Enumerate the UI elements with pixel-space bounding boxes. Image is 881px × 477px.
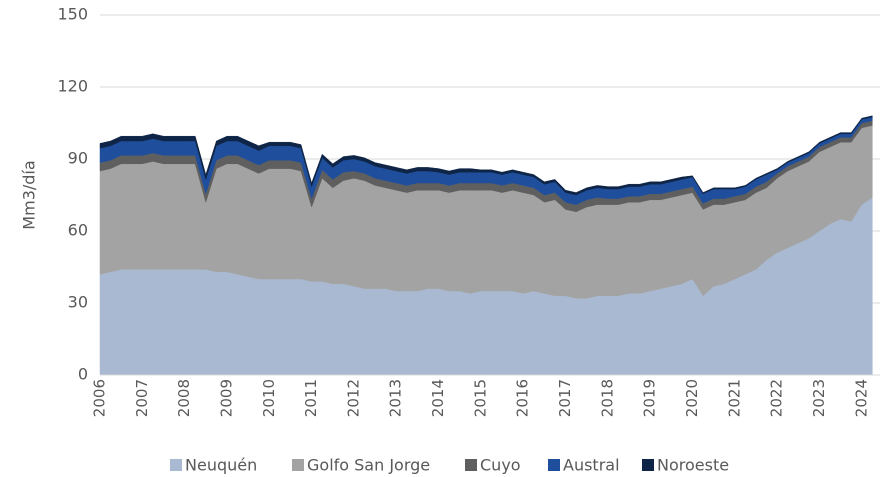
y-tick-label: 90	[68, 149, 88, 168]
x-tick-label: 2023	[810, 379, 828, 417]
x-tick-label: 2022	[768, 379, 786, 417]
x-tick-label: 2007	[133, 379, 151, 417]
legend-swatch	[548, 459, 560, 471]
legend-label: Neuquén	[185, 456, 257, 475]
legend-label: Austral	[563, 456, 620, 475]
x-tick-label: 2009	[217, 379, 235, 417]
y-tick-label: 120	[57, 77, 88, 96]
legend-swatch	[465, 459, 477, 471]
legend-swatch	[642, 459, 654, 471]
x-tick-label: 2013	[387, 379, 405, 417]
x-tick-label: 2017	[556, 379, 574, 417]
x-tick-label: 2011	[302, 379, 320, 417]
x-tick-label: 2012	[344, 379, 362, 417]
legend-label: Cuyo	[480, 456, 521, 475]
area	[99, 115, 873, 196]
x-tick-label: 2016	[514, 379, 532, 417]
legend-swatch	[170, 459, 182, 471]
x-tick-label: 2018	[598, 379, 616, 417]
y-tick-label: 0	[78, 365, 88, 384]
legend-label: Golfo San Jorge	[307, 456, 430, 475]
x-tick-label: 2014	[429, 379, 447, 417]
x-tick-label: 2008	[175, 379, 193, 417]
legend-swatch	[292, 459, 304, 471]
x-tick-label: 2010	[260, 379, 278, 417]
legend-label: Noroeste	[657, 456, 729, 475]
y-tick-label: 150	[57, 5, 88, 24]
x-tick-label: 2006	[91, 379, 109, 417]
y-tick-label: 60	[68, 221, 88, 240]
x-tick-label: 2019	[641, 379, 659, 417]
x-tick-label: 2024	[852, 379, 870, 417]
x-tick-label: 2020	[683, 379, 701, 417]
y-tick-label: 30	[68, 293, 88, 312]
x-tick-label: 2015	[471, 379, 489, 417]
y-axis-title: Mm3/día	[20, 160, 39, 229]
x-tick-label: 2021	[725, 379, 743, 417]
